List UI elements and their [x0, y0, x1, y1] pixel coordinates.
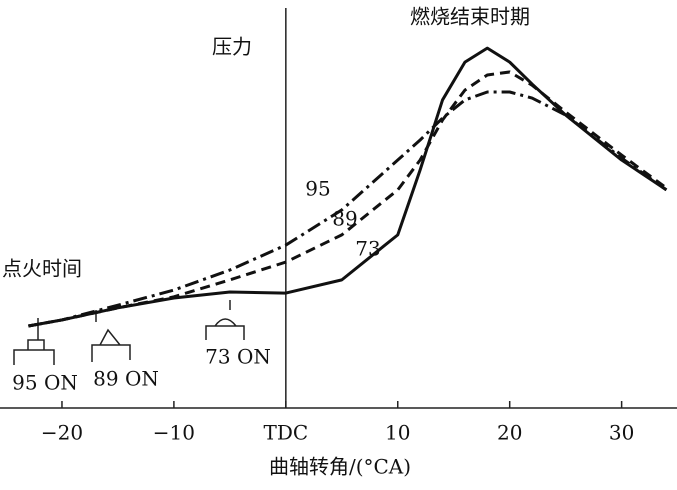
x-tick-label: −20: [41, 421, 83, 445]
annotation: 燃烧结束时期: [410, 5, 530, 29]
series-label: 73: [355, 237, 380, 261]
y-axis-label: 压力: [212, 35, 252, 59]
line: [28, 90, 668, 328]
x-tick-label: 30: [609, 421, 634, 445]
x-tick-label: 10: [385, 421, 410, 445]
x-tick-label: TDC: [263, 421, 308, 445]
x-axis-label: 曲轴转角/(°CA): [269, 455, 411, 479]
annotation: 89 ON: [93, 367, 159, 391]
line: [28, 70, 668, 328]
series-label: 89: [332, 207, 357, 231]
x-tick-label: −10: [153, 421, 195, 445]
series-label: 95: [305, 177, 330, 201]
line: [28, 46, 668, 328]
annotation: 73 ON: [205, 345, 271, 369]
ignition-icons: [13, 300, 245, 365]
annotation: 点火时间: [2, 257, 82, 281]
x-tick-label: 20: [497, 421, 522, 445]
annotation: 95 ON: [12, 371, 78, 395]
